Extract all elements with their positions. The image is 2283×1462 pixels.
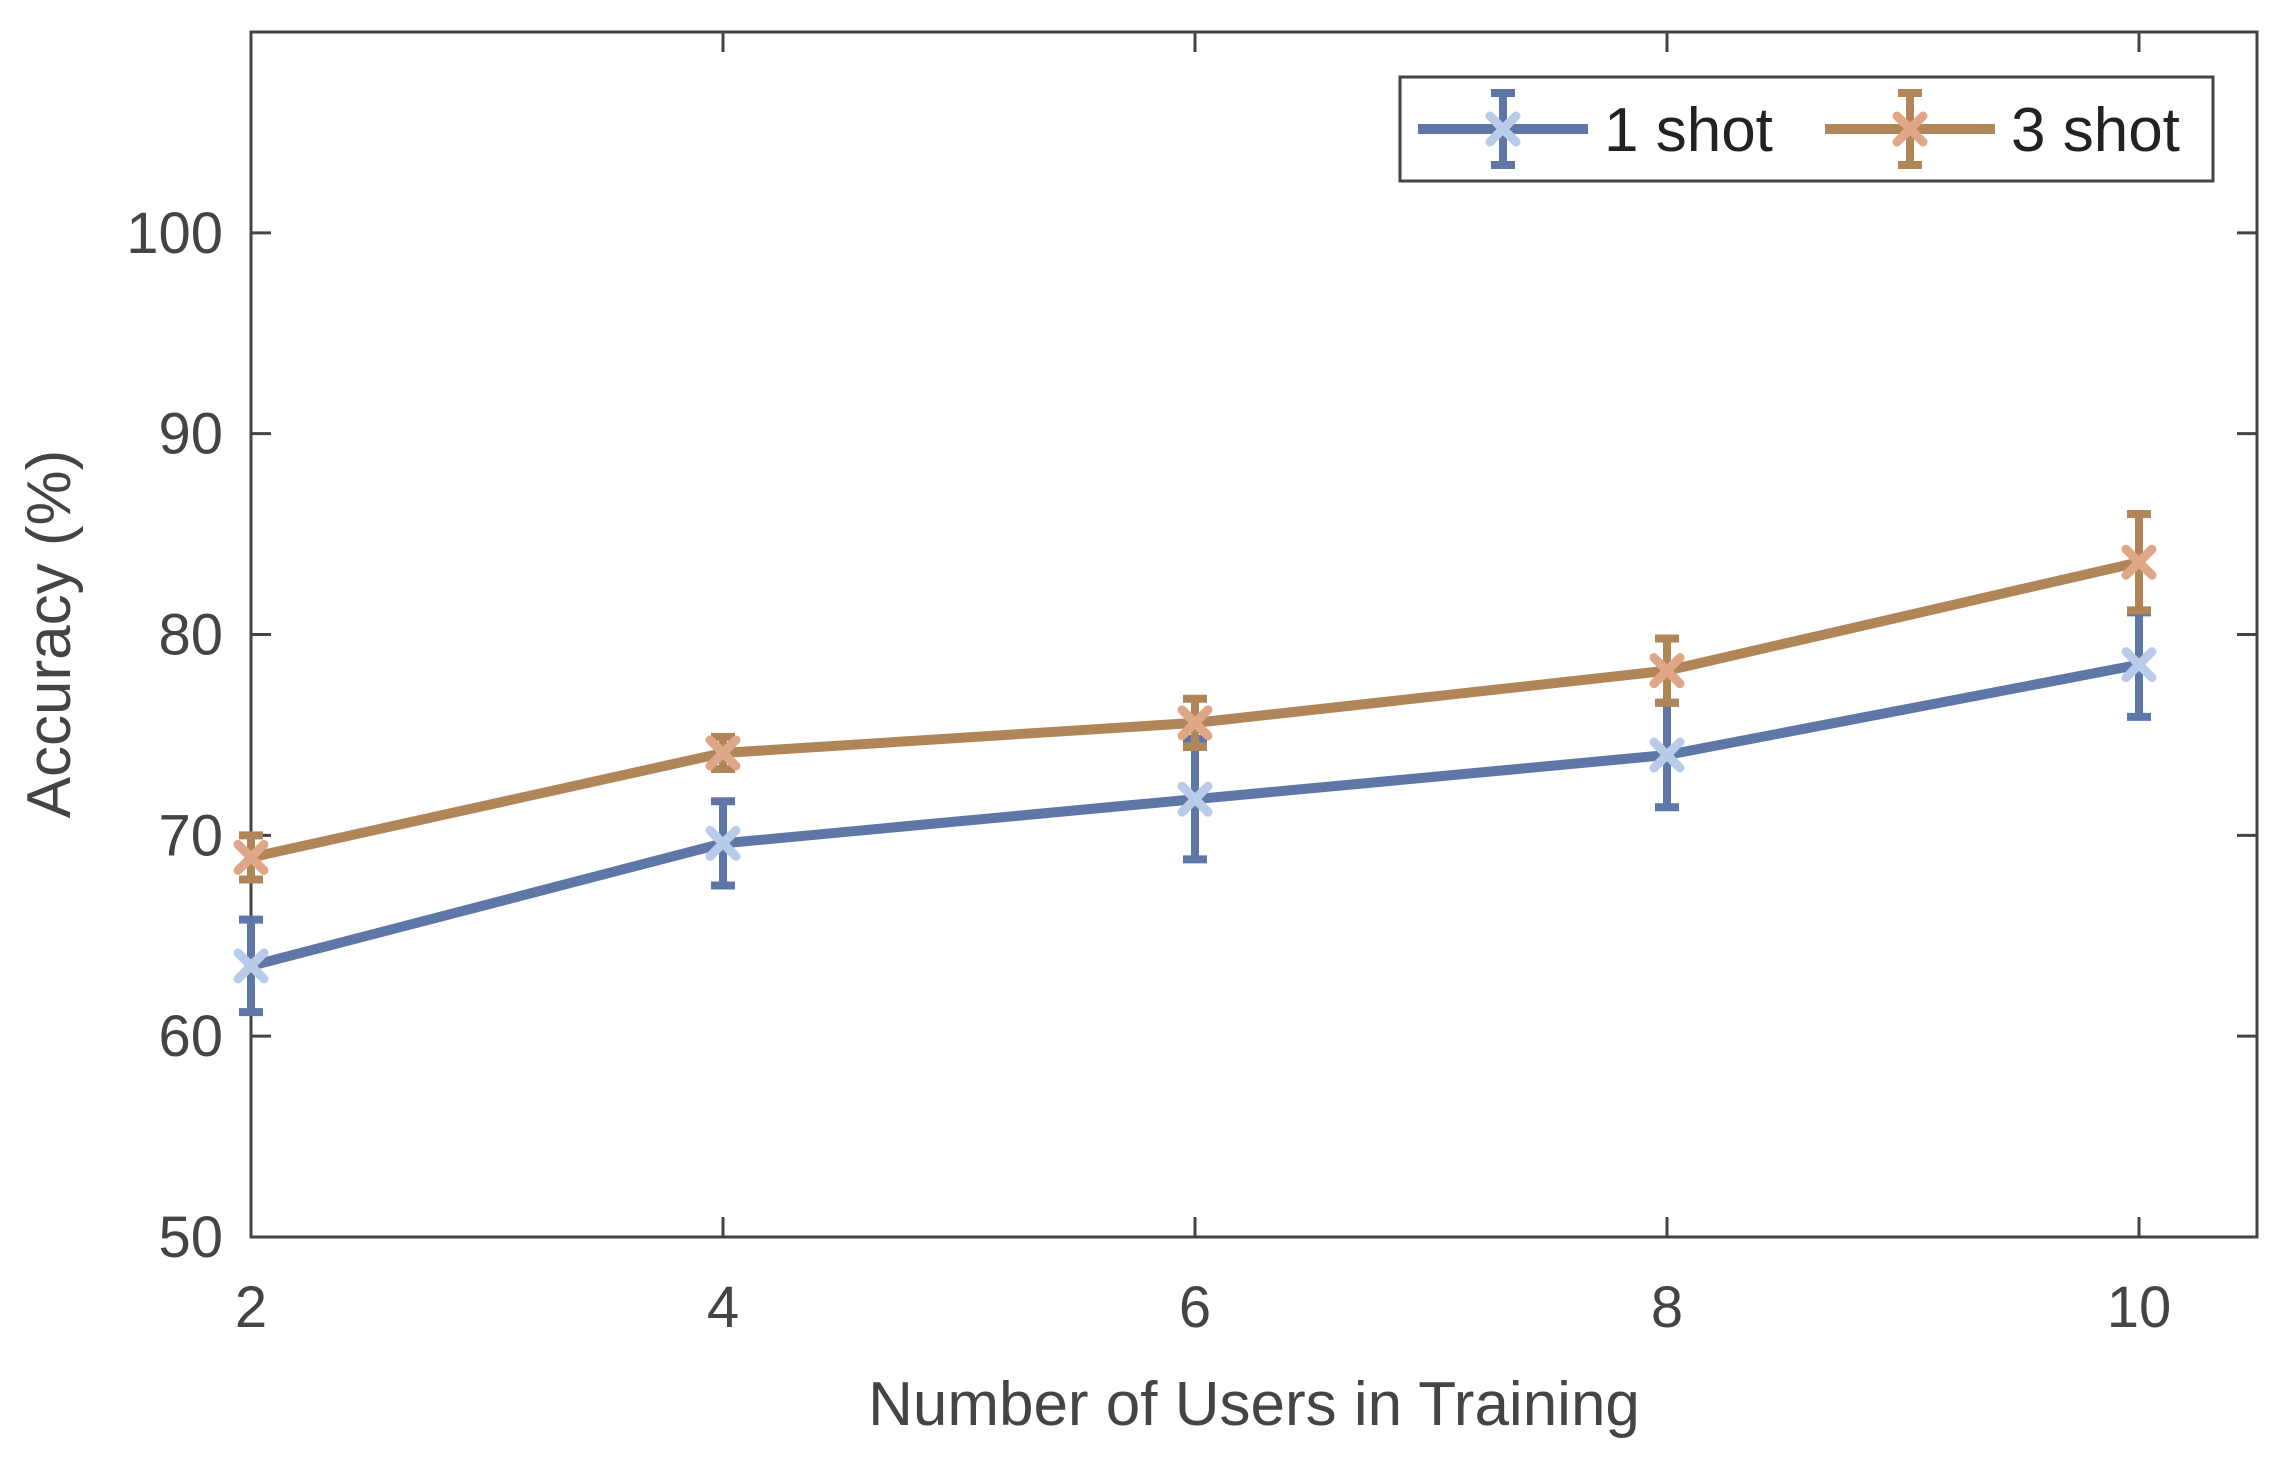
x-tick-label: 8: [1651, 1275, 1683, 1340]
data-point: [2121, 544, 2157, 580]
y-tick-label: 70: [158, 803, 223, 868]
y-tick-label: 50: [158, 1205, 223, 1270]
axis-ticks: 2 4 6 8 10 50 60 70 80 90 100: [126, 32, 2257, 1340]
y-axis-label: Accuracy (%): [15, 450, 84, 819]
series-layer: [233, 510, 2157, 1017]
x-tick-label: 2: [235, 1275, 267, 1340]
legend-entry-3-shot[interactable]: 3 shot: [1825, 89, 2180, 169]
legend[interactable]: 1 shot 3 shot: [1398, 75, 2215, 183]
data-point: [1649, 737, 1685, 773]
data-point: [1177, 705, 1213, 741]
data-point: [1649, 653, 1685, 689]
data-point: [2121, 647, 2157, 683]
x-tick-label: 4: [707, 1275, 739, 1340]
data-point: [233, 839, 269, 875]
legend-marker: [1892, 111, 1928, 147]
legend-marker: [1485, 111, 1521, 147]
legend-label: 3 shot: [2011, 96, 2180, 165]
x-axis-label: Number of Users in Training: [868, 1370, 1640, 1439]
x-tick-label: 10: [2107, 1275, 2172, 1340]
data-point: [705, 735, 741, 771]
y-tick-label: 60: [158, 1004, 223, 1069]
plot-area: [249, 30, 2259, 1239]
y-tick-label: 100: [126, 201, 223, 266]
y-tick-label: 90: [158, 402, 223, 467]
data-point: [705, 825, 741, 861]
data-point: [1177, 781, 1213, 817]
x-tick-label: 6: [1179, 1275, 1211, 1340]
y-tick-label: 80: [158, 603, 223, 668]
data-point: [233, 948, 269, 984]
legend-entry-1-shot[interactable]: 1 shot: [1418, 89, 1773, 169]
series-3-shot: [233, 510, 2157, 884]
legend-label: 1 shot: [1604, 96, 1773, 165]
